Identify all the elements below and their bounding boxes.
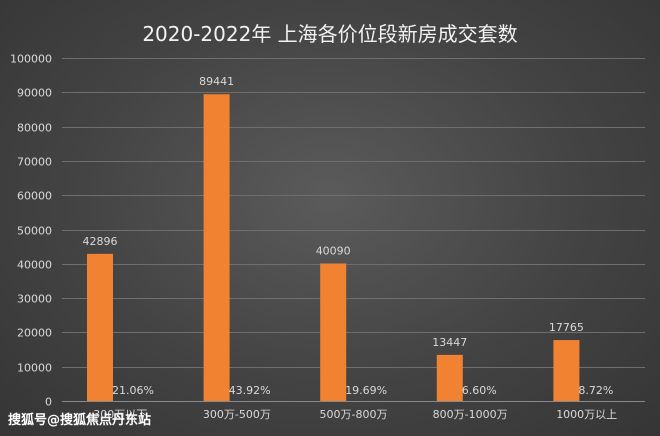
- percent-label: 8.72%: [578, 384, 613, 397]
- percent-labels: 21.06% 43.92% 19.69% 6.60% 8.72%: [112, 384, 613, 397]
- y-tick-label: 70000: [17, 156, 52, 169]
- data-label: 42896: [83, 235, 118, 248]
- y-tick-label: 80000: [17, 122, 52, 135]
- data-label: 89441: [199, 75, 234, 88]
- chart-title: 2020-2022年 上海各价位段新房成交套数: [142, 22, 517, 46]
- percent-label: 43.92%: [229, 384, 271, 397]
- y-tick-label: 60000: [17, 190, 52, 203]
- x-category-label: 500万-800万: [320, 408, 388, 421]
- y-tick-label: 0: [45, 396, 52, 409]
- x-category-label: 800万-1000万: [433, 408, 508, 421]
- bar: [87, 253, 113, 401]
- x-axis-categories: 300万以下 300万-500万 500万-800万 800万-1000万 1000万以…: [93, 408, 617, 421]
- y-axis-ticks: 0 10000 20000 30000 40000 50000 60000 70000 8000…: [10, 53, 52, 409]
- y-tick-label: 90000: [17, 87, 52, 100]
- percent-label: 21.06%: [112, 384, 154, 397]
- data-label: 40090: [316, 244, 351, 257]
- percent-label: 6.60%: [462, 384, 497, 397]
- x-category-label: 1000万以上: [556, 408, 617, 421]
- bar: [553, 340, 580, 401]
- y-tick-label: 10000: [17, 362, 52, 375]
- bars: [87, 94, 580, 401]
- bar: [436, 354, 463, 401]
- data-label: 13447: [432, 336, 467, 349]
- data-label: 17765: [549, 321, 584, 334]
- gridlines: [62, 58, 645, 402]
- bar: [320, 263, 347, 401]
- data-labels: 42896 89441 40090 13447 17765: [83, 75, 584, 349]
- y-tick-label: 20000: [17, 327, 52, 340]
- y-tick-label: 40000: [17, 259, 52, 272]
- y-tick-label: 50000: [17, 225, 52, 238]
- y-tick-label: 30000: [17, 293, 52, 306]
- y-tick-label: 100000: [10, 53, 52, 66]
- x-category-label: 300万以下: [93, 408, 147, 421]
- watermark-text: 搜狐号@搜狐焦点丹东站: [8, 412, 151, 428]
- bar: [203, 94, 230, 401]
- percent-label: 19.69%: [345, 384, 387, 397]
- x-category-label: 300万-500万: [203, 408, 271, 421]
